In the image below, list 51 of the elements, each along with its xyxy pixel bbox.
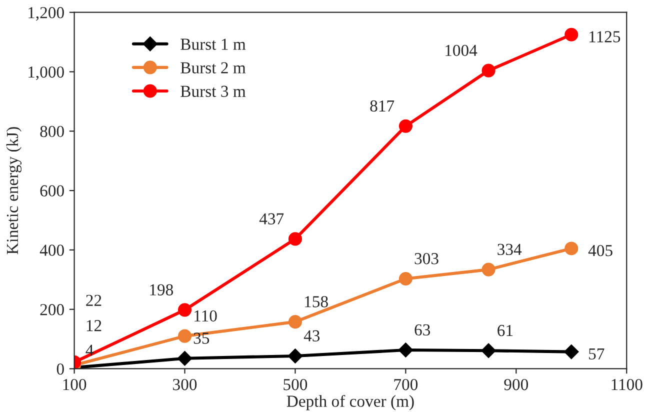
- point: [398, 272, 412, 286]
- point: [564, 344, 579, 360]
- data-label: 437: [259, 213, 284, 224]
- point: [178, 329, 192, 343]
- data-label: 57: [589, 348, 604, 360]
- y-tick-label: 0: [56, 363, 64, 375]
- point: [288, 348, 303, 364]
- point: [482, 64, 496, 78]
- data-label: 1125: [590, 31, 620, 42]
- y-tick-label: 1,000: [28, 66, 64, 80]
- data-label: 198: [150, 284, 174, 296]
- data-label: 110: [194, 310, 217, 322]
- data-label: 158: [305, 296, 328, 308]
- y-tick-label: 400: [40, 244, 64, 256]
- data-label: 35: [194, 332, 210, 344]
- x-tick-label: 500: [284, 378, 308, 390]
- data-label: 817: [370, 100, 394, 112]
- legend-label: Burst 2 m: [180, 62, 246, 74]
- x-tick-label: 1100: [612, 378, 642, 390]
- y-tick-label: 600: [40, 185, 64, 196]
- data-label: 334: [498, 244, 522, 256]
- point: [288, 315, 302, 329]
- data-label: 303: [414, 253, 438, 264]
- y-tick-label: 200: [40, 304, 64, 316]
- data-label: 61: [498, 324, 513, 336]
- legend-label: Burst 1 m: [180, 38, 246, 50]
- point: [481, 343, 496, 358]
- data-label: 43: [304, 330, 320, 342]
- data-label: 22: [86, 294, 102, 306]
- x-tick-label: 700: [394, 378, 418, 390]
- x-tick-label: 300: [173, 378, 197, 390]
- point: [398, 119, 412, 133]
- legend-label: Burst 3 m: [180, 86, 246, 97]
- point: [564, 28, 578, 42]
- x-tick-label: 100: [63, 378, 86, 390]
- point: [398, 342, 414, 358]
- x-tick-label: 900: [504, 378, 528, 390]
- data-label: 63: [414, 324, 430, 336]
- data-label: 1004: [446, 44, 478, 56]
- point: [178, 303, 192, 317]
- y-tick-label: 800: [40, 126, 64, 138]
- point: [564, 242, 578, 256]
- point: [288, 232, 302, 246]
- y-axis-title: Kinetic energy (kJ): [6, 127, 22, 254]
- point: [177, 350, 192, 366]
- x-axis-title: Depth of cover (m): [286, 394, 414, 410]
- data-label: 405: [588, 244, 612, 256]
- y-tick-label: 1,200: [28, 7, 64, 21]
- data-label: 12: [86, 320, 102, 332]
- data-label: 4: [86, 344, 94, 356]
- point: [482, 262, 496, 276]
